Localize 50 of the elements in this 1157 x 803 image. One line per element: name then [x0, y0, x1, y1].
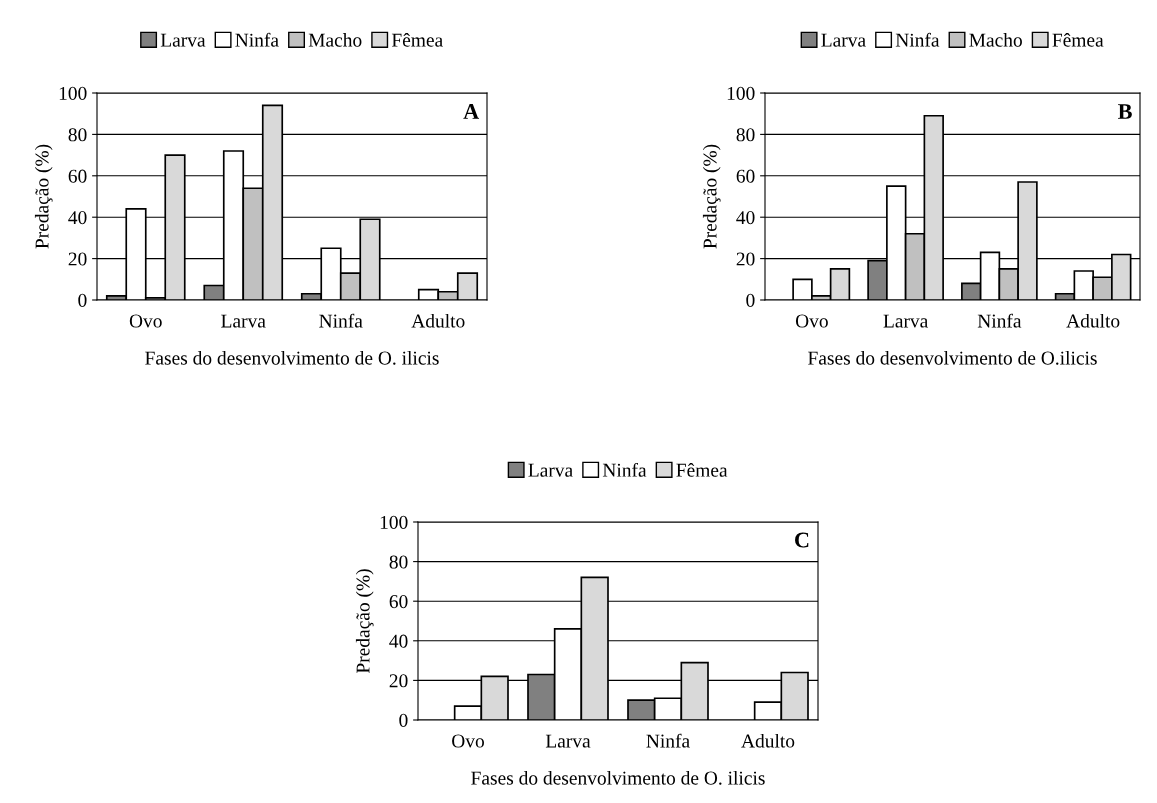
x-tick-label: Ovo: [452, 734, 484, 748]
annotation: A: [463, 104, 480, 119]
annotation: B: [1118, 104, 1132, 119]
y-tick-label: 80: [389, 555, 408, 569]
y-tick-label: 40: [68, 211, 87, 225]
y-tick-label: 100: [59, 86, 87, 100]
x-tick-label: Larva: [883, 314, 929, 328]
y-axis-title: Predação (%): [702, 144, 721, 249]
x-tick-label: Adulto: [411, 313, 465, 328]
y-tick-label: 100: [380, 515, 408, 529]
y-tick-label: 100: [727, 86, 755, 100]
y-tick-label: 20: [68, 252, 87, 266]
legend-label: Fêmea: [1052, 32, 1104, 47]
x-tick-label: Ovo: [129, 314, 162, 328]
y-tick-label: 40: [389, 634, 408, 648]
legend-label: Larva: [528, 463, 573, 477]
legend-label: Ninfa: [895, 32, 940, 47]
y-tick-label: 20: [736, 252, 755, 266]
x-axis-title: Fases do desenvolvimento de O. ilicis: [471, 770, 765, 785]
y-tick-label: 60: [68, 169, 87, 183]
y-tick-label: 20: [389, 674, 408, 688]
x-tick-label: Ovo: [795, 314, 828, 328]
y-tick-label: 40: [736, 211, 755, 225]
x-tick-label: Ninfa: [977, 313, 1022, 328]
legend-label: Fêmea: [391, 32, 443, 47]
y-tick-label: 0: [399, 713, 408, 727]
y-axis-title: Predação (%): [34, 144, 53, 249]
y-axis-title: Predação (%): [355, 569, 374, 674]
x-axis-title: Fases do desenvolvimento de O. ilicis: [145, 350, 439, 365]
annotation: C: [795, 532, 809, 548]
y-tick-label: 0: [78, 293, 87, 307]
x-tick-label: Ninfa: [319, 313, 363, 328]
legend-label: Macho: [969, 33, 1022, 47]
y-tick-label: 0: [746, 293, 755, 307]
x-tick-label: Larva: [221, 314, 266, 328]
legend-label: Macho: [308, 33, 362, 47]
y-tick-label: 80: [68, 128, 87, 142]
x-tick-label: Adulto: [741, 733, 795, 748]
x-tick-label: Adulto: [1066, 313, 1120, 328]
y-tick-label: 80: [736, 128, 755, 142]
legend-label: Ninfa: [602, 462, 647, 477]
legend-label: Larva: [160, 33, 206, 47]
legend-label: Fêmea: [676, 463, 728, 477]
y-tick-label: 60: [736, 169, 755, 183]
x-axis-title: Fases do desenvolvimento de O.ilicis: [808, 350, 1097, 365]
x-tick-label: Larva: [545, 734, 591, 748]
x-tick-label: Ninfa: [646, 733, 690, 748]
legend-label: Larva: [821, 33, 866, 47]
legend-label: Ninfa: [235, 32, 279, 47]
y-tick-label: 60: [389, 595, 408, 609]
